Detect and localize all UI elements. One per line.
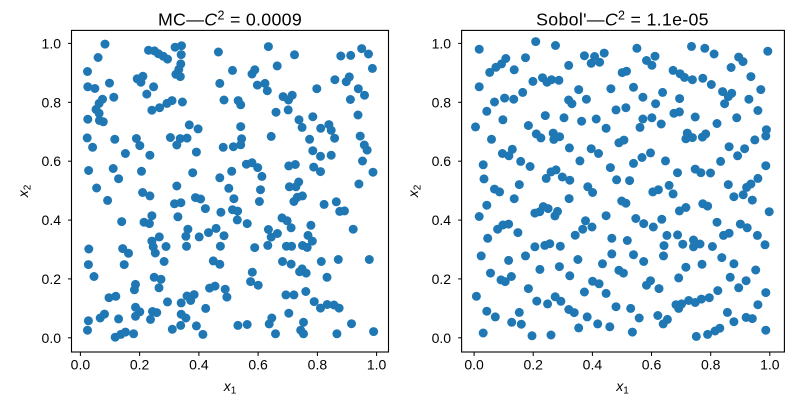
svg-text:0.4: 0.4 [583, 357, 603, 373]
svg-text:0.4: 0.4 [42, 212, 62, 228]
svg-text:1.0: 1.0 [367, 357, 387, 373]
svg-text:x2: x2 [15, 184, 34, 198]
svg-text:0.8: 0.8 [432, 94, 452, 110]
svg-text:0.0: 0.0 [464, 357, 484, 373]
svg-text:x1: x1 [615, 378, 629, 397]
svg-text:0.6: 0.6 [642, 357, 662, 373]
svg-text:0.2: 0.2 [42, 271, 62, 287]
svg-text:0.8: 0.8 [701, 357, 721, 373]
svg-text:0.8: 0.8 [42, 94, 62, 110]
svg-text:1.0: 1.0 [760, 357, 780, 373]
svg-text:0.6: 0.6 [42, 153, 62, 169]
svg-text:x1: x1 [223, 378, 237, 397]
svg-text:0.0: 0.0 [432, 330, 452, 346]
svg-text:0.0: 0.0 [71, 357, 91, 373]
svg-text:1.0: 1.0 [42, 35, 62, 51]
svg-text:0.6: 0.6 [248, 357, 268, 373]
svg-text:0.6: 0.6 [432, 153, 452, 169]
svg-text:MC—C2 = 0.0009: MC—C2 = 0.0009 [158, 8, 302, 29]
svg-text:0.2: 0.2 [523, 357, 543, 373]
svg-text:0.4: 0.4 [189, 357, 209, 373]
svg-text:0.2: 0.2 [432, 271, 452, 287]
svg-text:Sobol'—C2 = 1.1e-05: Sobol'—C2 = 1.1e-05 [536, 8, 709, 29]
svg-text:0.2: 0.2 [130, 357, 150, 373]
svg-text:1.0: 1.0 [432, 35, 452, 51]
svg-text:0.4: 0.4 [432, 212, 452, 228]
svg-text:0.8: 0.8 [308, 357, 328, 373]
svg-text:x2: x2 [405, 184, 424, 198]
svg-text:0.0: 0.0 [42, 330, 62, 346]
